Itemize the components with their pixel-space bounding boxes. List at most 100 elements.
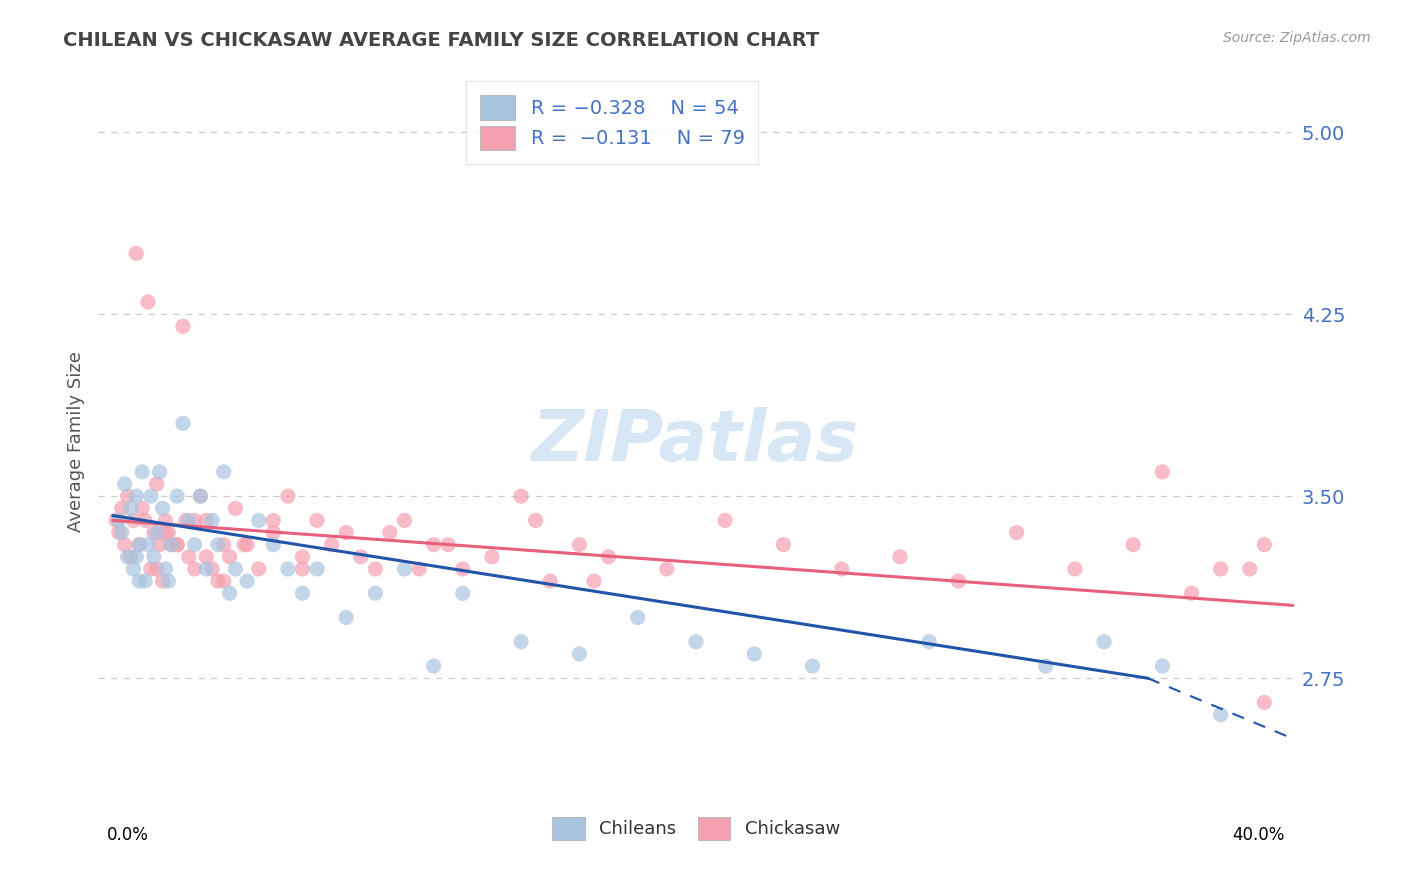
Point bbox=[134, 513, 156, 527]
Point bbox=[104, 513, 127, 527]
Point bbox=[136, 295, 159, 310]
Point bbox=[183, 538, 205, 552]
Point bbox=[201, 562, 224, 576]
Point bbox=[627, 610, 650, 624]
Point bbox=[1152, 659, 1174, 673]
Point bbox=[1253, 696, 1275, 710]
Point bbox=[481, 549, 503, 564]
Point bbox=[291, 562, 314, 576]
Point bbox=[149, 465, 172, 479]
Point bbox=[122, 513, 145, 527]
Text: 0.0%: 0.0% bbox=[107, 826, 149, 845]
Point bbox=[598, 549, 620, 564]
Point bbox=[262, 525, 284, 540]
Point bbox=[218, 586, 240, 600]
Point bbox=[236, 538, 259, 552]
Legend: Chileans, Chickasaw: Chileans, Chickasaw bbox=[544, 809, 848, 847]
Point bbox=[125, 246, 148, 260]
Point bbox=[111, 525, 134, 540]
Point bbox=[122, 562, 145, 576]
Point bbox=[918, 635, 941, 649]
Text: CHILEAN VS CHICKASAW AVERAGE FAMILY SIZE CORRELATION CHART: CHILEAN VS CHICKASAW AVERAGE FAMILY SIZE… bbox=[63, 31, 820, 50]
Point bbox=[538, 574, 561, 588]
Point bbox=[111, 501, 134, 516]
Point bbox=[145, 562, 167, 576]
Point bbox=[305, 562, 328, 576]
Point bbox=[128, 538, 150, 552]
Point bbox=[160, 538, 183, 552]
Point bbox=[350, 549, 373, 564]
Point bbox=[772, 538, 794, 552]
Point bbox=[160, 538, 183, 552]
Point bbox=[177, 549, 200, 564]
Point bbox=[136, 538, 159, 552]
Point bbox=[145, 477, 167, 491]
Point bbox=[335, 610, 357, 624]
Point bbox=[190, 489, 212, 503]
Point bbox=[889, 549, 911, 564]
Point bbox=[155, 562, 177, 576]
Point bbox=[120, 501, 142, 516]
Point bbox=[207, 538, 229, 552]
Point bbox=[364, 586, 387, 600]
Point bbox=[801, 659, 824, 673]
Point bbox=[437, 538, 460, 552]
Point bbox=[207, 574, 229, 588]
Point bbox=[134, 574, 156, 588]
Point bbox=[120, 549, 142, 564]
Text: 40.0%: 40.0% bbox=[1233, 826, 1285, 845]
Point bbox=[277, 489, 299, 503]
Point bbox=[166, 489, 188, 503]
Point bbox=[510, 635, 533, 649]
Point bbox=[183, 562, 205, 576]
Point bbox=[183, 513, 205, 527]
Point bbox=[277, 562, 299, 576]
Point bbox=[125, 549, 148, 564]
Point bbox=[157, 574, 180, 588]
Text: Source: ZipAtlas.com: Source: ZipAtlas.com bbox=[1223, 31, 1371, 45]
Point bbox=[195, 549, 218, 564]
Point bbox=[128, 574, 150, 588]
Text: ZIPatlas: ZIPatlas bbox=[533, 407, 859, 476]
Point bbox=[394, 562, 416, 576]
Point bbox=[451, 586, 474, 600]
Point bbox=[582, 574, 605, 588]
Point bbox=[291, 549, 314, 564]
Point bbox=[114, 538, 136, 552]
Point bbox=[655, 562, 678, 576]
Point bbox=[149, 538, 172, 552]
Point bbox=[174, 513, 197, 527]
Point bbox=[422, 659, 444, 673]
Point bbox=[291, 586, 314, 600]
Point bbox=[408, 562, 430, 576]
Point bbox=[1005, 525, 1028, 540]
Point bbox=[224, 501, 246, 516]
Point bbox=[247, 562, 270, 576]
Point bbox=[128, 538, 150, 552]
Point bbox=[394, 513, 416, 527]
Point bbox=[166, 538, 188, 552]
Point bbox=[108, 525, 131, 540]
Point bbox=[190, 489, 212, 503]
Point bbox=[177, 513, 200, 527]
Point bbox=[195, 513, 218, 527]
Point bbox=[166, 538, 188, 552]
Point bbox=[247, 513, 270, 527]
Point bbox=[152, 574, 174, 588]
Point bbox=[524, 513, 547, 527]
Point bbox=[948, 574, 970, 588]
Point bbox=[212, 538, 235, 552]
Point bbox=[172, 417, 194, 431]
Point bbox=[378, 525, 401, 540]
Point bbox=[139, 489, 162, 503]
Point bbox=[335, 525, 357, 540]
Point bbox=[1239, 562, 1261, 576]
Point bbox=[1035, 659, 1057, 673]
Point bbox=[125, 489, 148, 503]
Point bbox=[364, 562, 387, 576]
Point bbox=[510, 489, 533, 503]
Point bbox=[742, 647, 765, 661]
Point bbox=[1152, 465, 1174, 479]
Point bbox=[262, 513, 284, 527]
Point bbox=[145, 525, 167, 540]
